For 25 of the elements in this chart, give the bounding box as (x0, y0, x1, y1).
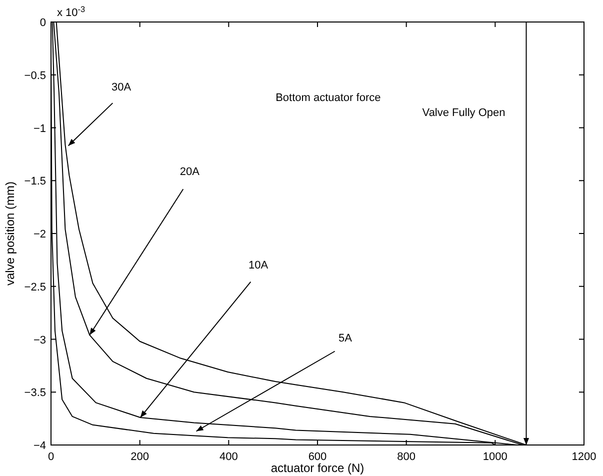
y-tick-label: 0 (40, 17, 46, 29)
annotation: Bottom actuator force (276, 92, 381, 104)
x-tick-label: 400 (219, 451, 238, 463)
x-tick-label: 1200 (572, 451, 596, 463)
annotation: 30A (112, 82, 132, 94)
x-axis-title: actuator force (N) (270, 461, 364, 475)
annotation: 10A (248, 260, 269, 272)
x-tick-label: 200 (130, 451, 150, 463)
y-tick-label: −1.5 (24, 176, 46, 188)
y-tick-label: −1 (33, 122, 46, 135)
y-tick-label: −2.5 (24, 281, 46, 294)
x-tick-label: 0 (48, 451, 54, 463)
x-tick-label: 1000 (482, 451, 508, 463)
x-tick-label: 600 (308, 451, 327, 463)
y-tick-label: −3 (33, 334, 46, 346)
y-tick-label: −2 (33, 228, 46, 240)
y-axis-title: valve position (mm) (3, 181, 17, 286)
text: x 10$^{-3}$ (57, 4, 86, 19)
x-tick-label: 800 (397, 451, 416, 463)
ref-line-label: Valve Fully Open (422, 107, 506, 119)
annotation: 20A (180, 166, 200, 178)
y-tick-label: −3.5 (24, 387, 46, 400)
y-tick-label: −0.5 (24, 70, 46, 82)
annotation: 5A (338, 332, 353, 344)
y-tick-label: −4 (33, 440, 46, 452)
